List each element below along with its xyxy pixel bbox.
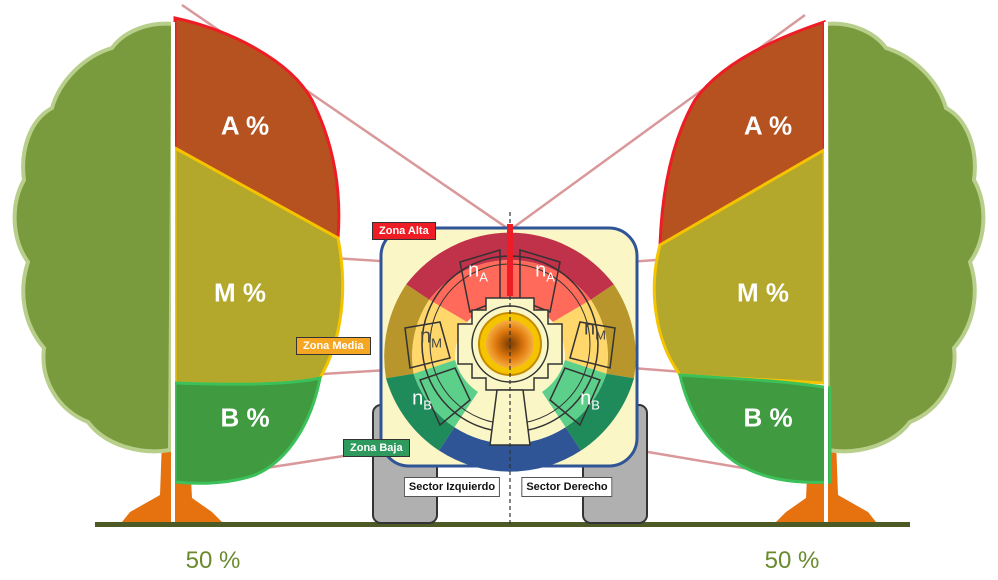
right-tree [652, 19, 986, 522]
left-tree-center-line [171, 22, 175, 522]
zona-baja-label: Zona Baja [343, 439, 410, 457]
zona-media-label: Zona Media [296, 337, 371, 355]
left-width-label: 50 % [185, 547, 241, 574]
left-zone-baja-fill [173, 376, 322, 485]
right-alta-label: A % [743, 110, 793, 141]
nozzle-baja-left: nB [412, 387, 432, 413]
ring-baja-left [386, 373, 455, 451]
ring-alta [406, 232, 614, 300]
nozzle-alta-left: nA [468, 259, 488, 285]
ring-media-left [384, 284, 430, 379]
nozzle-media-right: nM [584, 317, 606, 343]
left-alta-label: A % [220, 110, 270, 141]
zona-alta-label: Zona Alta [372, 222, 436, 240]
right-media-label: M % [737, 277, 789, 308]
left-tree [12, 16, 345, 522]
left-zone-alta-fill [173, 16, 341, 241]
ring-bottom [439, 427, 581, 472]
right-baja-label: B % [743, 402, 793, 433]
ring-baja-right [565, 373, 634, 451]
sector-izquierdo-label: Sector Izquierdo [403, 477, 501, 497]
left-baja-label: B % [220, 402, 270, 433]
right-zone-baja-fill [678, 373, 832, 484]
nozzle-baja-right: nB [580, 387, 600, 413]
right-zone-alta-fill [658, 19, 826, 248]
right-width-label: 50 % [764, 547, 820, 574]
left-media-label: M % [214, 277, 266, 308]
nozzle-media-left: nM [420, 325, 442, 351]
sector-derecho-label: Sector Derecho [521, 477, 613, 497]
center-red-bar [507, 224, 513, 296]
ring-media-right [590, 284, 636, 379]
ground-line [95, 522, 910, 527]
nozzle-alta-right: nA [535, 259, 555, 285]
left-tree-foliage [12, 21, 176, 454]
fan-center [486, 320, 534, 368]
right-tree-foliage [823, 21, 986, 454]
right-tree-center-line [824, 22, 828, 522]
